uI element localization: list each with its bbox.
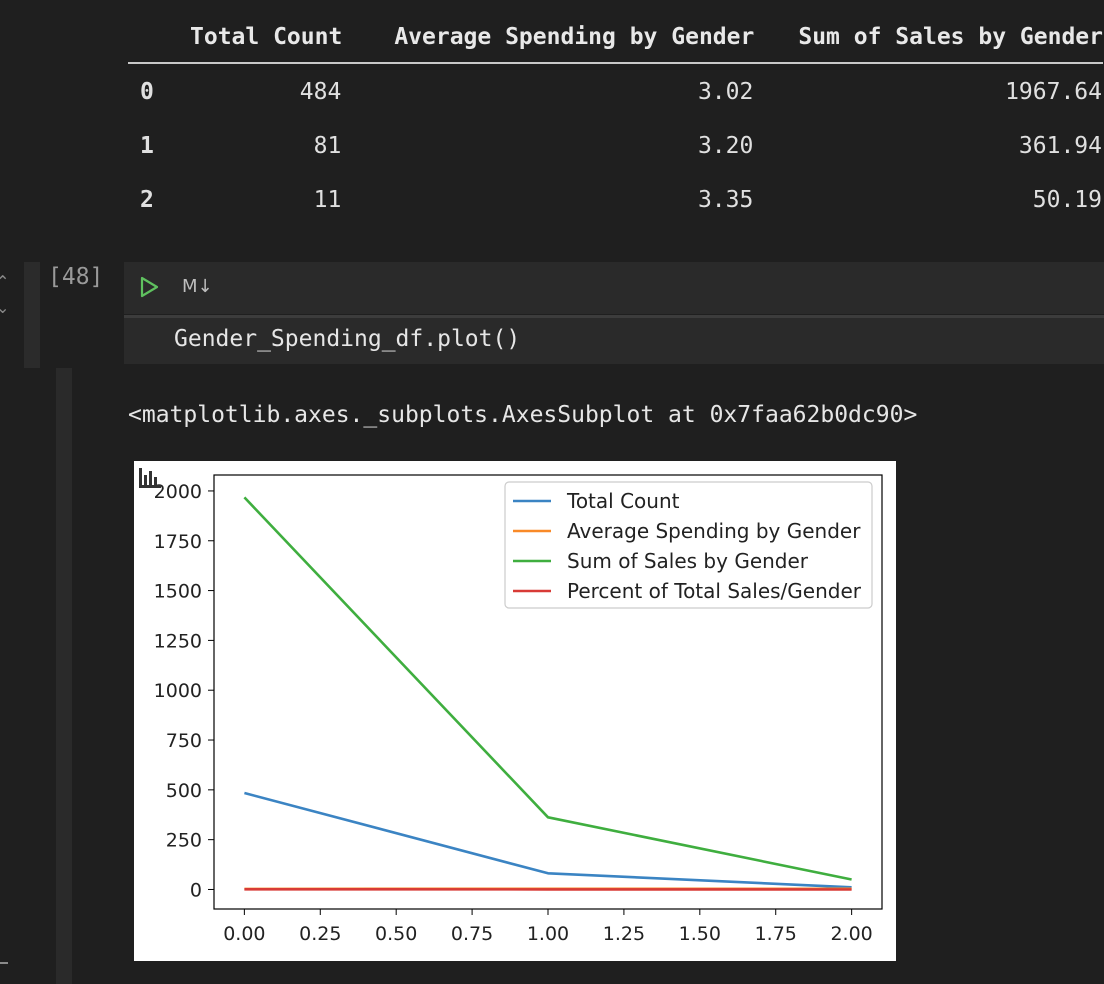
x-tick-label: 0.50 — [375, 923, 417, 945]
column-header: Sum of Sales by Gender — [798, 24, 1103, 50]
total-count-cell: 484 — [299, 79, 342, 105]
plot-output: 0 250 500 750 1000 1250 1500 1750 2000 0.00 0.25 0.… — [134, 461, 896, 961]
chevron-down-icon[interactable]: ⌄ — [0, 298, 10, 317]
line-chart: 0 250 500 750 1000 1250 1500 1750 2000 0.00 0.25 0.… — [154, 474, 883, 945]
output-collapse-bar[interactable] — [56, 368, 72, 984]
execution-count: [48] — [48, 264, 104, 290]
column-header: Total Count — [190, 24, 343, 50]
y-tick-label: 750 — [166, 730, 202, 752]
dataframe-table: Total Count Average Spending by Gender S… — [128, 24, 1103, 227]
avg-spending-cell: 3.02 — [697, 79, 754, 105]
total-count-cell: 81 — [313, 133, 342, 159]
code-line[interactable]: Gender_Spending_df.plot() — [174, 326, 521, 352]
y-tick-label: 250 — [166, 830, 202, 852]
y-tick-label: 2000 — [154, 481, 202, 503]
avg-spending-cell: 3.35 — [697, 187, 754, 213]
gutter-marker — [0, 962, 8, 964]
column-header: Average Spending by Gender — [394, 24, 755, 50]
x-tick-label: 0.00 — [223, 923, 265, 945]
sum-sales-cell: 1967.64 — [1005, 79, 1102, 105]
y-tick-label: 1250 — [154, 630, 202, 652]
y-tick-label: 1000 — [154, 680, 202, 702]
cell-language-label[interactable]: M↓ — [182, 276, 213, 297]
table-header-row: Total Count Average Spending by Gender S… — [128, 24, 1103, 63]
x-tick-label: 1.25 — [603, 923, 645, 945]
cell-focus-bar[interactable] — [24, 262, 40, 368]
series-line — [243, 496, 852, 881]
toolbar-divider — [124, 315, 1104, 318]
sum-sales-cell: 50.19 — [1032, 187, 1102, 213]
y-tick-label: 1750 — [154, 531, 202, 553]
table-row: 0 484 3.02 1967.64 — [128, 63, 1103, 119]
row-index: 2 — [140, 187, 154, 213]
x-tick-label: 0.75 — [451, 923, 493, 945]
cell-toolbar: M↓ — [124, 262, 1104, 318]
legend-label: Total Count — [566, 489, 680, 513]
legend-label: Sum of Sales by Gender — [567, 549, 809, 573]
table-row: 1 81 3.20 361.94 — [128, 119, 1103, 173]
bar-chart-icon[interactable] — [138, 467, 162, 489]
row-index: 1 — [140, 133, 154, 159]
chart-legend: Total Count Average Spending by Gender Sum… — [504, 481, 873, 609]
y-tick-label: 1500 — [154, 581, 202, 603]
legend-label: Percent of Total Sales/Gender — [567, 579, 862, 603]
total-count-cell: 11 — [313, 187, 342, 213]
legend-label: Average Spending by Gender — [567, 519, 861, 543]
play-icon[interactable] — [136, 274, 162, 300]
x-tick-label: 1.75 — [755, 923, 797, 945]
y-tick-label: 0 — [190, 879, 202, 901]
code-editor[interactable]: Gender_Spending_df.plot() — [124, 318, 1104, 364]
x-tick-label: 1.50 — [679, 923, 721, 945]
table-row: 2 11 3.35 50.19 — [128, 173, 1103, 227]
x-tick-label: 1.00 — [527, 923, 569, 945]
series-line — [244, 791, 852, 889]
chevron-up-icon[interactable]: ⌃ — [0, 272, 10, 291]
index-header — [128, 24, 168, 63]
avg-spending-cell: 3.20 — [697, 133, 754, 159]
row-index: 0 — [140, 79, 154, 105]
sum-sales-cell: 361.94 — [1018, 133, 1102, 159]
y-tick-label: 500 — [166, 780, 202, 802]
legend-box — [504, 481, 873, 609]
x-tick-label: 0.25 — [299, 923, 341, 945]
output-text: <matplotlib.axes._subplots.AxesSubplot a… — [128, 402, 918, 428]
x-tick-label: 2.00 — [830, 923, 872, 945]
